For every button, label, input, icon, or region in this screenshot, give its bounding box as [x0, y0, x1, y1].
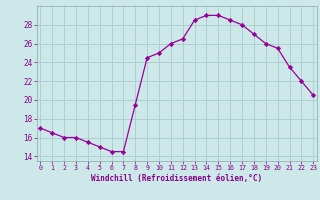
X-axis label: Windchill (Refroidissement éolien,°C): Windchill (Refroidissement éolien,°C) — [91, 174, 262, 183]
